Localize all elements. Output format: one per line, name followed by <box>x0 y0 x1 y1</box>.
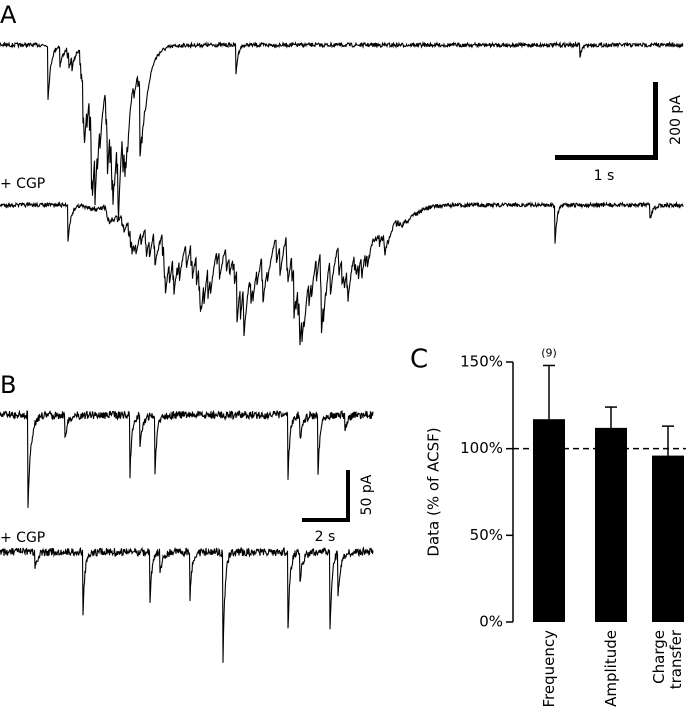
bar <box>652 455 684 622</box>
y-tick-label: 100% <box>460 439 503 457</box>
panel-letter: C <box>410 345 428 375</box>
x-tick-label: Frequency <box>539 630 558 708</box>
panel-letter: A <box>0 1 17 29</box>
scale-label: 50 pA <box>359 474 375 515</box>
trace <box>0 201 684 346</box>
scale-label: 200 pA <box>668 95 684 145</box>
trace <box>0 546 374 663</box>
x-tick-label: Amplitude <box>601 630 620 707</box>
y-tick-label: 150% <box>460 353 503 371</box>
x-tick-label: Charge transfer <box>650 630 685 690</box>
bar <box>533 419 565 622</box>
annotation: (9) <box>541 346 557 359</box>
y-axis-label: Data (% of ACSF) <box>425 427 443 556</box>
condition-label: + CGP <box>0 176 45 192</box>
y-tick-label: 50% <box>470 526 503 544</box>
bar <box>595 427 627 622</box>
scale-label: 1 s <box>594 168 615 184</box>
y-tick-label: 0% <box>479 613 503 631</box>
scale-label: 2 s <box>315 529 336 545</box>
condition-label: + CGP <box>0 530 45 546</box>
trace <box>0 409 374 508</box>
panel-letter: B <box>0 371 16 399</box>
trace <box>0 40 684 219</box>
scale-bar <box>302 82 658 522</box>
